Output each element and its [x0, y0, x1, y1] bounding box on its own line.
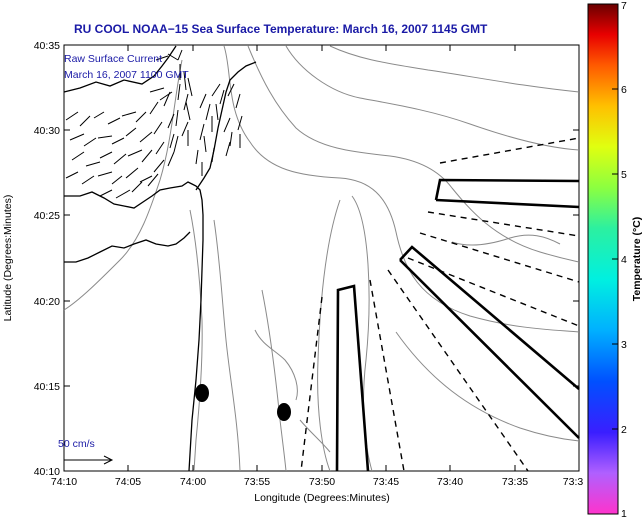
- map-title: RU COOL NOAA−15 Sea Surface Temperature:…: [74, 22, 488, 36]
- x-axis-label: Longitude (Degrees:Minutes): [254, 492, 389, 504]
- x-tick-label: 74:05: [115, 476, 141, 488]
- overlay-current-label: Raw Surface Current: [64, 53, 162, 65]
- colorbar-tick-label: 3: [621, 339, 627, 351]
- beam-vertical: [335, 284, 370, 472]
- scale-arrow: [64, 455, 114, 465]
- colorbar-tick-label: 1: [621, 508, 627, 518]
- dashed-radials: [300, 137, 580, 472]
- beam-diagonal: [399, 245, 580, 439]
- x-tick-label: 73:50: [309, 476, 335, 488]
- current-vectors: [65, 49, 243, 199]
- colorbar-tick-label: 7: [621, 0, 627, 12]
- x-tick-label: 73:35: [502, 476, 528, 488]
- station-marker-west: [195, 384, 209, 402]
- colorbar-tick-label: 5: [621, 169, 627, 181]
- y-tick-marks: [64, 44, 579, 472]
- y-tick-label: 40:10: [34, 466, 60, 478]
- radar-beams: [335, 178, 580, 472]
- colorbar-tick-label: 2: [621, 424, 627, 436]
- colorbar-tick-labels: 7 6 5 4 3 2 1: [621, 0, 627, 518]
- y-tick-label: 40:35: [34, 40, 60, 52]
- x-tick-label: 73:40: [437, 476, 463, 488]
- x-tick-label: 73:45: [373, 476, 399, 488]
- x-tick-label: 73:55: [244, 476, 270, 488]
- overlay-current-timestamp: March 16, 2007 1100 GMT: [64, 69, 189, 81]
- coastline: [63, 45, 257, 472]
- x-tick-label: 74:10: [51, 476, 77, 488]
- x-tick-marks: [63, 45, 516, 471]
- y-tick-label: 40:30: [34, 125, 60, 137]
- x-tick-labels: 74:10 74:05 74:00 73:55 73:50 73:45 73:4…: [51, 476, 584, 488]
- y-tick-label: 40:15: [34, 381, 60, 393]
- map-frame: [63, 44, 580, 472]
- bathymetry-contours: [63, 45, 580, 472]
- scale-label: 50 cm/s: [58, 438, 95, 450]
- colorbar-tick-label: 6: [621, 84, 627, 96]
- x-tick-label: 74:00: [180, 476, 206, 488]
- y-tick-label: 40:25: [34, 210, 60, 222]
- colorbar-tick-marks: [612, 88, 618, 430]
- colorbar-label: Temperature (°C): [631, 217, 643, 302]
- colorbar-tick-label: 4: [621, 254, 627, 266]
- y-axis-label: Latitude (Degrees:Minutes): [2, 195, 14, 322]
- y-tick-labels: 40:35 40:30 40:25 40:20 40:15 40:10: [34, 40, 60, 478]
- beam-upper-horizontal: [434, 178, 580, 209]
- x-tick-label: 73:3: [563, 476, 584, 488]
- y-tick-label: 40:20: [34, 296, 60, 308]
- station-marker-east: [277, 403, 291, 421]
